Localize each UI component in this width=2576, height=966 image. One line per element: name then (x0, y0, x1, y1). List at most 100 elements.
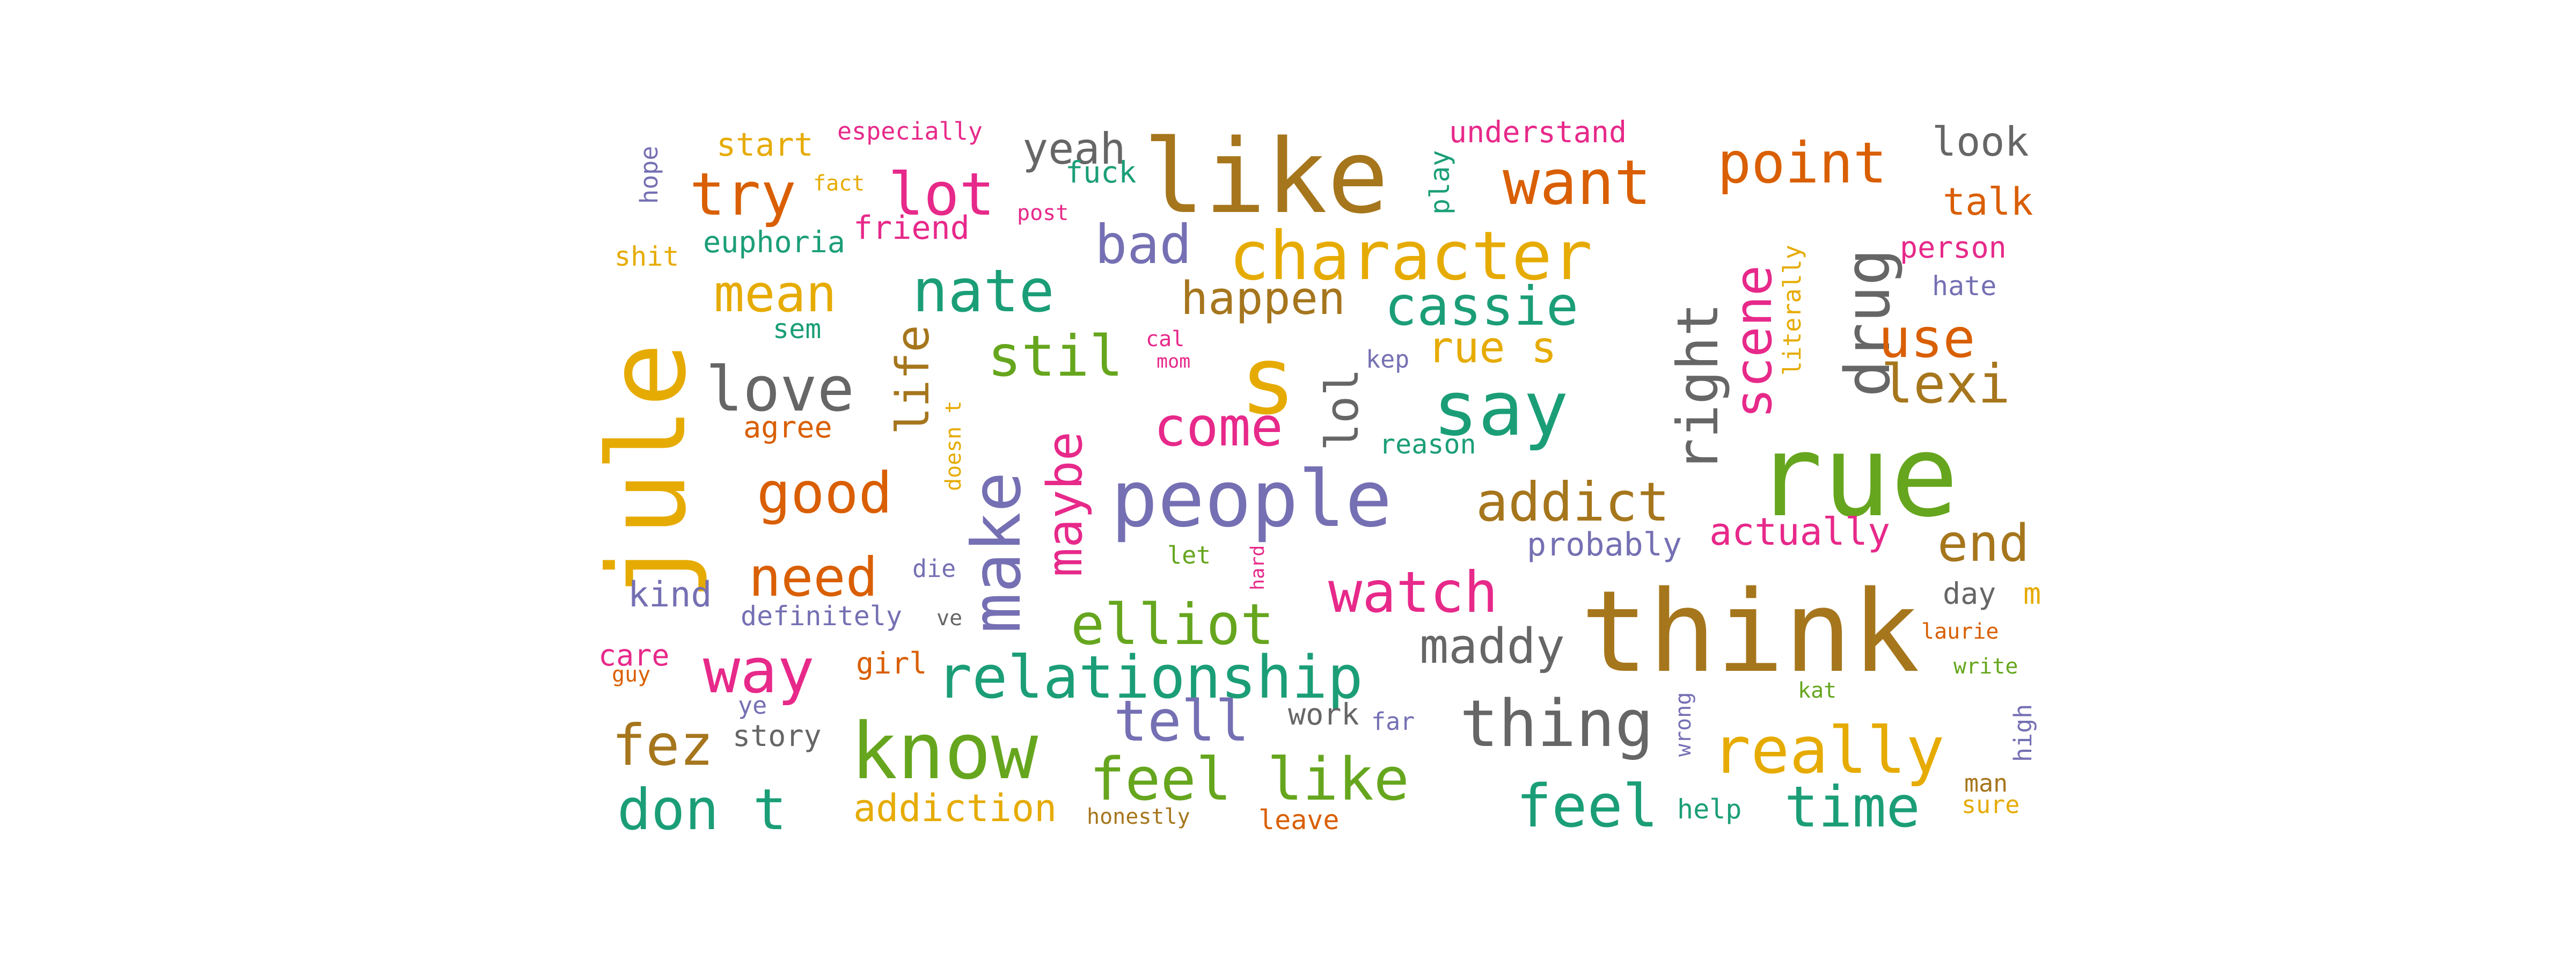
word-look: look (1932, 118, 2029, 165)
word-let: let (1167, 541, 1211, 569)
word-make: make (958, 472, 1036, 633)
word-use: use (1878, 307, 1975, 370)
word-man: man (1964, 769, 2008, 797)
word-understand: understand (1449, 115, 1627, 149)
word-fact: fact (813, 171, 865, 196)
word-help: help (1677, 794, 1741, 825)
word-talk: talk (1943, 180, 2033, 224)
word-especially: especially (837, 117, 983, 145)
word-actually: actually (1709, 510, 1890, 554)
word-day: day (1943, 576, 1996, 611)
word-ve: ve (936, 606, 962, 631)
word-character: character (1229, 217, 1592, 295)
word-time: time (1784, 774, 1920, 840)
word-tell: tell (1114, 689, 1249, 754)
word-bad: bad (1095, 213, 1192, 276)
word-shit: shit (614, 241, 679, 272)
word-right: right (1665, 303, 1731, 472)
word-need: need (749, 546, 878, 609)
word-hard: hard (1247, 545, 1269, 590)
word-euphoria: euphoria (703, 225, 845, 259)
word-way: way (703, 635, 815, 707)
word-stil: stil (987, 324, 1123, 389)
word-high: high (2009, 704, 2037, 762)
word-far: far (1371, 707, 1415, 736)
word-end: end (1937, 514, 2030, 573)
word-elliot: elliot (1071, 592, 1274, 657)
word-play: play (1424, 150, 1455, 215)
word-agree: agree (743, 410, 832, 444)
word-life: life (887, 325, 940, 435)
word-probably: probably (1527, 526, 1682, 564)
word-mom: mom (1157, 351, 1190, 372)
word-sure: sure (1962, 791, 2019, 819)
word-reason: reason (1379, 429, 1476, 460)
word-scene: scene (1724, 265, 1783, 419)
word-love: love (706, 354, 854, 426)
word-rue-s: rue s (1428, 323, 1557, 372)
word-know: know (851, 706, 1038, 797)
word-hope: hope (635, 146, 663, 204)
word-happen: happen (1181, 272, 1345, 325)
word-die: die (912, 554, 956, 583)
word-kind: kind (628, 575, 712, 615)
word-guy: guy (612, 662, 650, 687)
word-wrong: wrong (1671, 692, 1696, 757)
word-girl: girl (856, 646, 927, 680)
word-addiction: addiction (853, 786, 1057, 830)
word-thing: thing (1460, 687, 1653, 762)
word-say: say (1433, 365, 1569, 453)
word-lol: lol (1316, 368, 1369, 451)
word-jule: jule (585, 342, 710, 601)
word-lexi: lexi (1881, 353, 2010, 415)
word-literally: literally (1778, 245, 1806, 376)
word-kep: kep (1366, 345, 1409, 374)
word-good: good (757, 460, 892, 526)
word-doesn-t: doesn t (941, 400, 966, 491)
word-story: story (733, 719, 822, 753)
word-rue: rue (1755, 411, 1958, 542)
word-maybe: maybe (1037, 431, 1093, 577)
word-start: start (716, 126, 814, 164)
word-lot: lot (888, 160, 995, 229)
word-come: come (1154, 396, 1283, 458)
word-honestly: honestly (1087, 804, 1190, 829)
word-hate: hate (1932, 270, 1996, 302)
word-like: like (1143, 118, 1389, 236)
word-don-t: don t (617, 777, 787, 843)
word-feel: feel (1516, 772, 1658, 840)
word-friend: friend (853, 209, 970, 247)
word-try: try (690, 160, 796, 229)
word-feel-like: feel like (1089, 745, 1409, 814)
word-definitely: definitely (741, 601, 902, 632)
word-people: people (1111, 454, 1392, 545)
word-fuck: fuck (1065, 155, 1136, 189)
word-care: care (598, 638, 669, 672)
word-addict: addict (1476, 471, 1670, 533)
word-really: really (1712, 714, 1944, 788)
word-kat: kat (1798, 678, 1836, 703)
word-work: work (1288, 697, 1359, 731)
word-mean: mean (714, 265, 837, 324)
word-laurie: laurie (1921, 619, 1999, 644)
word-nate: nate (912, 257, 1055, 325)
word-post: post (1017, 201, 1069, 225)
word-person: person (1900, 230, 2007, 265)
word-m: m (2023, 576, 2041, 611)
word-think: think (1580, 566, 1920, 698)
word-write: write (1953, 654, 2018, 679)
word-watch: watch (1328, 560, 1498, 625)
word-yeah: yeah (1022, 124, 1126, 174)
word-fez: fez (612, 713, 714, 778)
word-maddy: maddy (1419, 618, 1565, 675)
word-drug: drug (1832, 248, 1904, 397)
word-relationship: relationship (936, 643, 1363, 712)
word-leave: leave (1258, 804, 1340, 836)
word-point: point (1717, 130, 1887, 196)
word-cassie: cassie (1385, 275, 1578, 338)
word-cal: cal (1146, 327, 1184, 352)
word-sem: sem (773, 313, 821, 345)
word-want: want (1503, 147, 1651, 219)
word-s: s (1240, 327, 1296, 436)
